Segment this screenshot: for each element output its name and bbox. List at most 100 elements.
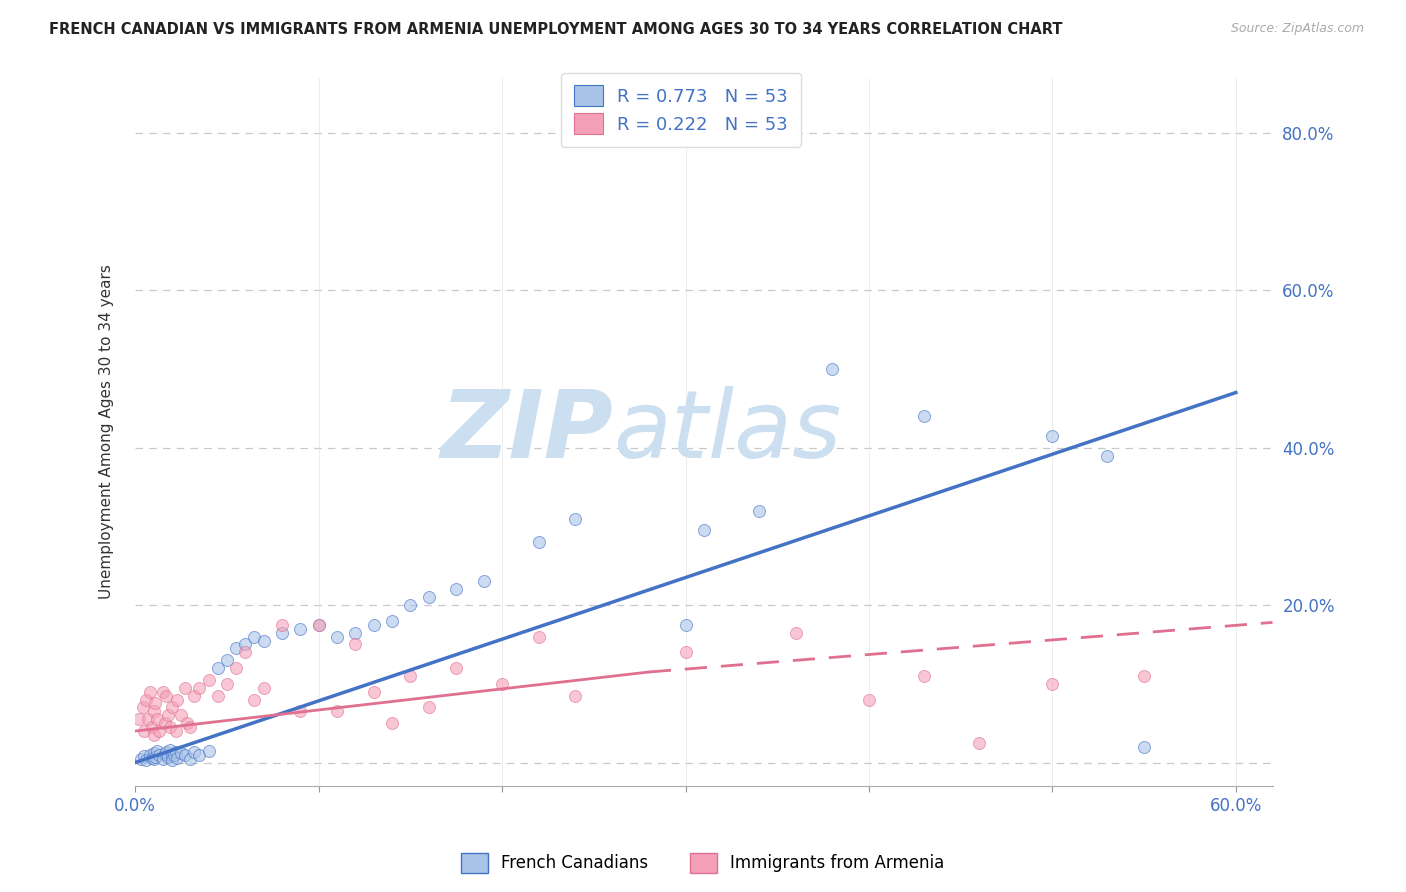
Point — [444, 582, 467, 597]
Point — [225, 641, 247, 656]
Point — [160, 753, 183, 767]
Point — [188, 747, 211, 762]
Point — [399, 669, 422, 683]
Point — [1097, 449, 1119, 463]
Point — [675, 645, 697, 659]
Point — [173, 748, 195, 763]
Point — [176, 716, 198, 731]
Text: atlas: atlas — [613, 386, 841, 477]
Point — [290, 704, 312, 718]
Point — [157, 708, 180, 723]
Point — [912, 409, 935, 424]
Point — [139, 747, 162, 762]
Point — [527, 535, 550, 549]
Point — [142, 704, 165, 718]
Point — [233, 645, 256, 659]
Point — [170, 708, 193, 723]
Point — [444, 661, 467, 675]
Point — [197, 673, 219, 687]
Point — [675, 617, 697, 632]
Point — [1133, 739, 1156, 754]
Point — [748, 503, 770, 517]
Point — [139, 684, 162, 698]
Point — [1133, 669, 1156, 683]
Point — [308, 617, 330, 632]
Point — [170, 746, 193, 760]
Point — [179, 751, 201, 765]
Text: ZIP: ZIP — [440, 386, 613, 478]
Point — [153, 716, 176, 731]
Point — [142, 746, 165, 760]
Point — [564, 689, 586, 703]
Point — [326, 704, 349, 718]
Point — [165, 724, 187, 739]
Point — [225, 661, 247, 675]
Point — [785, 625, 807, 640]
Point — [233, 637, 256, 651]
Point — [821, 362, 844, 376]
Y-axis label: Unemployment Among Ages 30 to 34 years: Unemployment Among Ages 30 to 34 years — [100, 265, 114, 599]
Point — [912, 669, 935, 683]
Point — [243, 630, 266, 644]
Point — [197, 744, 219, 758]
Point — [152, 684, 174, 698]
Point — [252, 633, 274, 648]
Point — [381, 614, 404, 628]
Point — [165, 744, 187, 758]
Point — [134, 749, 156, 764]
Point — [252, 681, 274, 695]
Point — [134, 724, 156, 739]
Point — [183, 745, 205, 759]
Point — [207, 661, 229, 675]
Point — [141, 720, 163, 734]
Point — [145, 750, 167, 764]
Point — [472, 574, 495, 589]
Point — [858, 692, 880, 706]
Point — [381, 716, 404, 731]
Point — [399, 598, 422, 612]
Legend: French Canadians, Immigrants from Armenia: French Canadians, Immigrants from Armeni… — [454, 847, 952, 880]
Point — [160, 700, 183, 714]
Point — [173, 681, 195, 695]
Point — [163, 747, 186, 762]
Point — [564, 511, 586, 525]
Point — [215, 677, 238, 691]
Point — [155, 689, 177, 703]
Point — [159, 743, 181, 757]
Point — [418, 700, 440, 714]
Point — [142, 728, 165, 742]
Point — [344, 625, 367, 640]
Point — [290, 622, 312, 636]
Point — [160, 749, 183, 764]
Point — [418, 591, 440, 605]
Point — [148, 724, 170, 739]
Point — [155, 745, 177, 759]
Point — [135, 692, 157, 706]
Point — [344, 637, 367, 651]
Point — [243, 692, 266, 706]
Point — [207, 689, 229, 703]
Point — [159, 720, 181, 734]
Point — [166, 751, 188, 765]
Point — [145, 697, 167, 711]
Legend: R = 0.773   N = 53, R = 0.222   N = 53: R = 0.773 N = 53, R = 0.222 N = 53 — [561, 72, 801, 147]
Point — [148, 748, 170, 763]
Point — [271, 617, 294, 632]
Point — [146, 712, 169, 726]
Point — [271, 625, 294, 640]
Point — [136, 712, 159, 726]
Point — [491, 677, 513, 691]
Point — [326, 630, 349, 644]
Point — [363, 684, 385, 698]
Point — [215, 653, 238, 667]
Point — [527, 630, 550, 644]
Point — [188, 681, 211, 695]
Point — [153, 747, 176, 761]
Point — [146, 744, 169, 758]
Point — [308, 617, 330, 632]
Point — [129, 751, 152, 765]
Point — [128, 712, 150, 726]
Text: FRENCH CANADIAN VS IMMIGRANTS FROM ARMENIA UNEMPLOYMENT AMONG AGES 30 TO 34 YEAR: FRENCH CANADIAN VS IMMIGRANTS FROM ARMEN… — [49, 22, 1063, 37]
Point — [135, 753, 157, 767]
Point — [1042, 677, 1064, 691]
